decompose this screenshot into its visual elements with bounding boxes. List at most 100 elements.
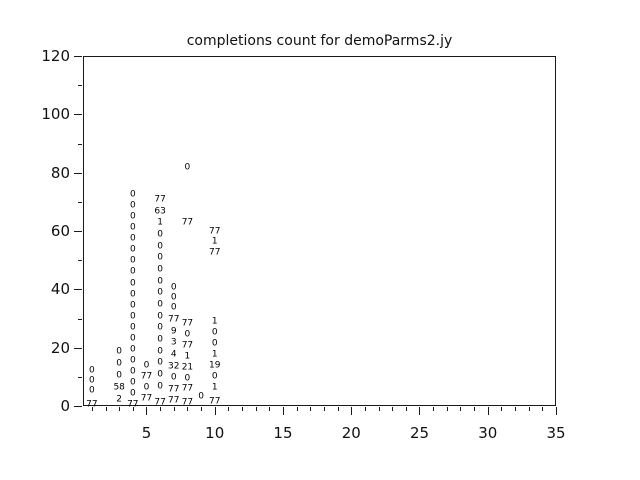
data-point-label: 0 [129,289,136,300]
data-point-label: 0 [157,334,163,345]
data-point-label: 0 [129,266,136,277]
data-point-label: 2 [116,394,123,405]
data-point-label: 0 [129,311,136,322]
y-axis-major-tick [74,231,82,232]
x-axis-minor-tick [160,407,162,411]
x-axis-minor-tick [296,407,298,411]
y-axis-minor-tick [78,376,82,378]
data-point-label: 0 [129,300,136,311]
x-axis-minor-tick [105,407,107,411]
x-axis-major-tick [214,407,216,415]
data-point-label: 32 [168,361,180,372]
chart-title: completions count for demoParms2.jy [186,33,453,49]
x-axis-minor-tick [460,407,462,411]
data-point-label: 0 [129,344,136,355]
x-axis-tick-label: 35 [546,424,566,442]
data-point-label: 1 [211,382,218,393]
y-axis-tick-label: 80 [50,163,70,182]
x-axis-tick-label: 15 [273,424,293,442]
data-point-label: 77 [181,340,194,351]
x-axis-major-tick [487,407,489,415]
data-point-label: 0 [143,360,150,371]
x-axis-minor-tick [337,407,339,411]
y-axis-minor-tick [78,85,82,87]
data-point-label: 0 [88,385,95,396]
data-point-label: 0 [157,264,163,275]
data-point-label: 77 [208,247,221,258]
data-point-label: 0 [129,244,136,255]
data-point-label: 0 [157,346,163,357]
x-axis-minor-tick [173,407,175,411]
plot-area [83,56,556,406]
x-axis-tick-label: 5 [141,424,152,442]
data-point-label: 77 [208,396,221,407]
x-axis-major-tick [556,407,557,415]
x-axis-tick-label: 10 [205,424,225,442]
x-axis-major-tick [282,407,284,415]
x-axis-minor-tick [378,407,380,411]
y-axis-major-tick [74,347,82,349]
data-point-label: 77 [127,399,139,410]
y-axis-major-tick [74,289,82,291]
y-axis-major-tick [74,172,82,174]
data-point-label: 1 [211,236,218,247]
data-point-label: 0 [129,388,136,399]
data-point-label: 0 [88,365,95,376]
data-point-label: 0 [170,292,177,303]
data-point-label: 0 [129,200,136,211]
data-point-label: 0 [198,391,204,402]
data-point-label: 0 [116,370,123,381]
y-axis-major-tick [74,406,82,407]
data-point-label: 77 [181,217,194,228]
y-axis-minor-tick [78,143,82,145]
x-axis-minor-tick [392,407,394,411]
data-point-label: 77 [154,194,166,205]
data-point-label: 77 [168,314,180,325]
x-axis-tick-label: 25 [409,424,430,442]
x-axis-major-tick [419,407,421,415]
data-point-label: 0 [170,372,177,383]
data-point-label: 63 [154,206,166,217]
data-point-label: 0 [157,322,163,333]
x-axis-minor-tick [310,407,312,411]
data-point-label: 77 [181,383,194,394]
data-point-label: 0 [184,162,191,173]
data-point-label: 1 [211,349,218,360]
y-axis-major-tick [74,114,82,116]
data-point-label: 0 [143,382,150,393]
data-point-label: 0 [170,282,177,293]
x-axis-minor-tick [501,407,503,411]
x-axis-minor-tick [201,407,203,411]
data-point-label: 3 [170,337,177,348]
y-axis-tick-label: 40 [50,280,70,299]
data-point-label: 0 [184,373,191,384]
y-axis-tick-label: 0 [60,397,70,415]
x-axis-minor-tick [119,407,121,411]
x-axis-minor-tick [528,407,530,411]
data-point-label: 0 [157,287,163,298]
data-point-label: 0 [211,371,218,382]
x-axis-minor-tick [132,407,134,411]
x-axis-minor-tick [242,407,244,411]
x-axis-minor-tick [542,407,544,411]
data-point-label: 0 [129,333,136,344]
data-point-label: 0 [116,358,123,369]
data-point-label: 0 [129,366,136,377]
data-point-label: 4 [170,349,177,360]
data-point-label: 77 [208,226,221,237]
data-point-label: 0 [129,355,136,366]
y-axis-minor-tick [78,260,82,262]
data-point-label: 0 [157,276,163,287]
data-point-label: 77 [140,393,153,404]
data-point-label: 77 [154,397,166,408]
data-point-label: 77 [181,397,194,407]
data-point-label: 77 [86,399,98,410]
data-point-label: 0 [157,241,163,252]
x-axis-minor-tick [515,407,517,411]
x-axis-minor-tick [187,407,189,411]
y-axis-tick-label: 20 [50,338,70,357]
data-point-label: 0 [129,222,136,233]
data-point-label: 0 [129,278,136,288]
x-axis-major-tick [351,407,353,415]
data-point-label: 0 [211,338,218,349]
